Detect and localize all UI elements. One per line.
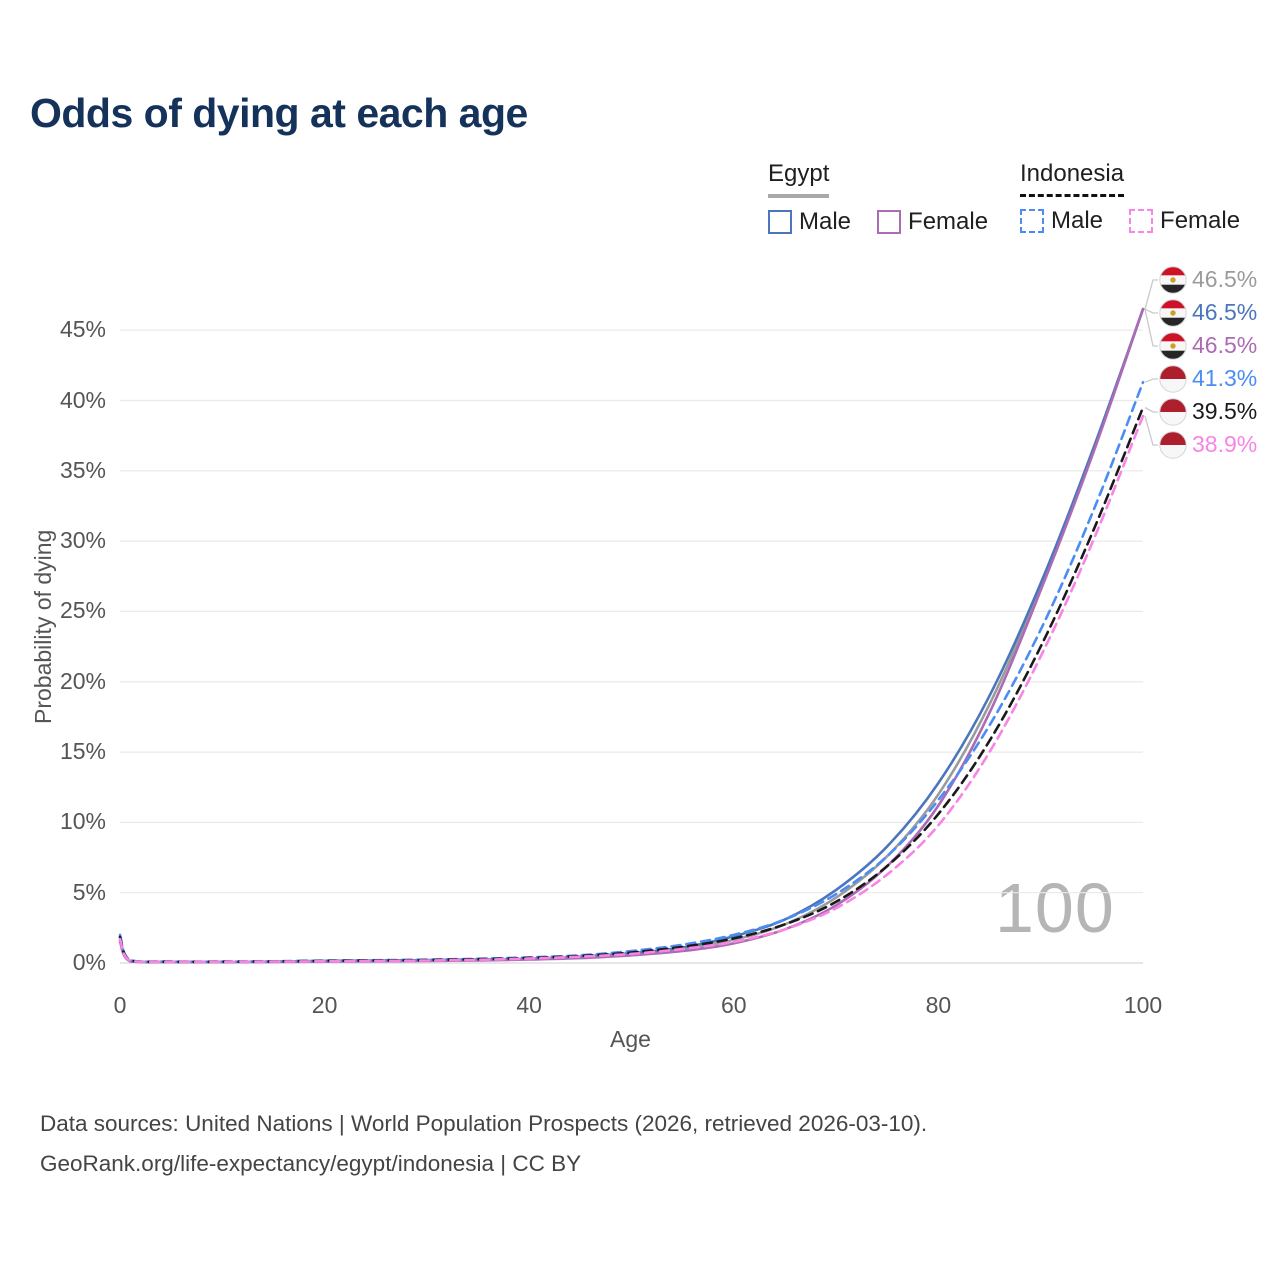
y-tick-35%: 35% [59, 456, 106, 483]
legend-group-egypt: Egypt Male Female [768, 160, 1014, 236]
legend-label-egypt-female[interactable]: Female [908, 208, 989, 235]
end-label-indonesia-female[interactable]: 38.9% [1159, 430, 1258, 459]
line-indonesia-male[interactable] [118, 380, 1145, 963]
end-label-connector-egypt-both [1144, 279, 1158, 310]
x-tick-40: 40 [516, 992, 542, 1018]
y-tick-45%: 45% [59, 316, 106, 343]
end-label-egypt-female[interactable]: 46.5% [1159, 331, 1258, 360]
footer-data-sources: Data sources: United Nations | World Pop… [40, 1111, 928, 1136]
legend-label-indonesia-female[interactable]: Female [1160, 207, 1241, 234]
y-tick-25%: 25% [59, 597, 106, 624]
legend-swatch-indonesia-female[interactable] [1129, 209, 1154, 233]
y-tick-40%: 40% [59, 386, 106, 413]
y-tick-20%: 20% [59, 667, 106, 694]
end-label-egypt-both[interactable]: 46.5% [1159, 265, 1258, 294]
x-tick-0: 0 [113, 992, 127, 1018]
y-tick-10%: 10% [59, 808, 106, 835]
line-egypt-both[interactable] [118, 307, 1145, 964]
line-egypt-female[interactable] [118, 307, 1145, 964]
legend-items-indonesia: Male Female [1020, 207, 1266, 235]
end-label-indonesia-both[interactable]: 39.5% [1159, 397, 1258, 426]
end-label-indonesia-male[interactable]: 41.3% [1159, 364, 1258, 393]
indonesia-flag-icon [1159, 364, 1187, 393]
end-label-egypt-male[interactable]: 46.5% [1159, 298, 1258, 327]
end-label-connector-indonesia-female [1144, 415, 1158, 446]
legend-label-indonesia-male[interactable]: Male [1051, 207, 1104, 234]
x-tick-100: 100 [1123, 992, 1163, 1018]
footer-attribution: GeoRank.org/life-expectancy/egypt/indone… [40, 1151, 582, 1176]
end-label-value-indonesia-female: 38.9% [1192, 431, 1258, 458]
egypt-flag-icon [1159, 298, 1187, 327]
legend-group-indonesia: Indonesia Male Female [1020, 160, 1266, 235]
end-label-value-egypt-female: 46.5% [1192, 332, 1258, 359]
legend-country-indonesia[interactable]: Indonesia [1020, 160, 1125, 197]
legend-items-egypt: Male Female [768, 208, 1014, 236]
indonesia-flag-icon [1159, 430, 1187, 459]
end-label-connector-egypt-female [1144, 308, 1158, 347]
legend-country-egypt[interactable]: Egypt [768, 160, 830, 198]
y-tick-15%: 15% [59, 738, 106, 765]
y-axis-title: Probability of dying [30, 529, 56, 724]
end-label-value-egypt-male: 46.5% [1192, 299, 1258, 326]
legend-swatch-egypt-female[interactable] [877, 210, 902, 234]
end-label-value-indonesia-male: 41.3% [1192, 365, 1258, 392]
legend-swatch-indonesia-male[interactable] [1020, 209, 1044, 233]
line-indonesia-both[interactable] [118, 406, 1145, 964]
legend-label-egypt-male[interactable]: Male [799, 208, 852, 235]
end-label-value-indonesia-both: 39.5% [1192, 398, 1258, 425]
y-tick-0%: 0% [72, 949, 106, 975]
egypt-flag-icon [1159, 265, 1187, 294]
footer: Data sources: United Nations | World Pop… [40, 1104, 927, 1184]
end-label-connector-indonesia-both [1144, 406, 1158, 413]
egypt-flag-icon [1159, 331, 1187, 360]
end-label-connector-egypt-male [1144, 308, 1158, 314]
indonesia-flag-icon [1159, 397, 1187, 426]
end-label-connector-indonesia-male [1144, 378, 1158, 383]
page-title: Odds of dying at each age [30, 90, 528, 136]
x-tick-60: 60 [721, 992, 747, 1018]
x-tick-80: 80 [925, 992, 952, 1018]
line-indonesia-female[interactable] [118, 414, 1145, 964]
y-tick-5%: 5% [72, 878, 106, 905]
legend-swatch-egypt-male[interactable] [768, 210, 792, 234]
x-axis-title: Age [610, 1026, 651, 1052]
x-tick-20: 20 [311, 992, 338, 1018]
hover-age-watermark: 100 [995, 869, 1115, 947]
line-egypt-male[interactable] [118, 307, 1145, 964]
y-tick-30%: 30% [59, 527, 106, 554]
end-label-value-egypt-both: 46.5% [1192, 266, 1258, 293]
